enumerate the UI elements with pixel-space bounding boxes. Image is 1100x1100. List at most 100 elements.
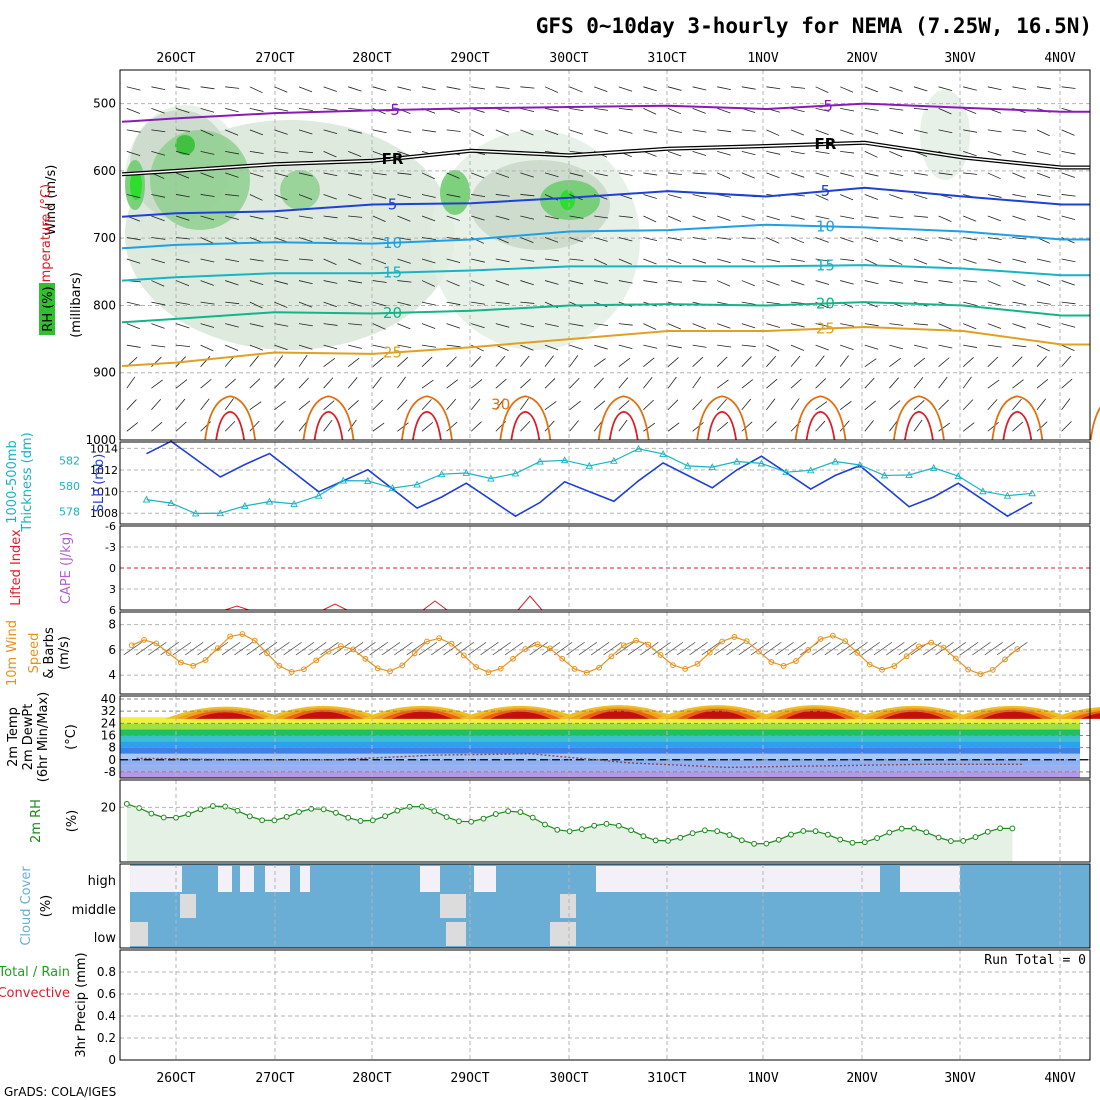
wind-barb — [815, 258, 830, 262]
wind-barb — [963, 301, 977, 306]
wind-barb — [569, 237, 584, 243]
wind-barb — [987, 86, 1002, 91]
wind-barb — [913, 258, 928, 265]
wind-barb — [323, 237, 338, 242]
wind-barb — [741, 151, 756, 156]
wind-barb — [520, 172, 534, 178]
wind-barb — [667, 399, 679, 411]
thickness-marker — [167, 499, 175, 507]
wind-barb — [913, 86, 928, 92]
wind-barb — [421, 422, 434, 432]
cloud-gap — [474, 866, 496, 892]
wind-barb — [421, 301, 436, 306]
temp-hump — [392, 711, 452, 719]
wind-barb — [372, 172, 387, 176]
wind-barb — [594, 323, 609, 327]
rh2m-marker — [788, 831, 794, 838]
wind-barb — [323, 172, 338, 177]
wind-speed-marker — [239, 631, 246, 637]
wind-barb — [889, 280, 904, 284]
wind-barb — [790, 129, 805, 136]
wind-barb — [643, 172, 658, 176]
rh2m-marker — [579, 826, 585, 833]
axis-label-line: 1000-500mb — [5, 440, 20, 524]
wind-barb — [274, 420, 284, 432]
wind-barb — [348, 194, 362, 200]
wind-barb — [249, 86, 263, 94]
wind-barb — [271, 641, 290, 656]
wind-barb — [1036, 172, 1051, 179]
wind-tick-label: 8 — [108, 618, 116, 632]
wind-barb — [864, 194, 879, 200]
wind-barb — [1036, 151, 1051, 155]
wind-barb — [717, 323, 731, 329]
wind-barb — [963, 323, 977, 330]
panel-precip: 0.8 0.6 0.4 0.2 0 Run Total = 0 3hr Precip (mm… — [0, 949, 1091, 1067]
wind-speed-marker — [670, 662, 676, 669]
cloud-layer-label: middle — [72, 903, 116, 918]
axis-label-pressure: (millibars) — [69, 272, 84, 338]
rh2m-marker — [628, 827, 634, 834]
wind-barb — [348, 237, 362, 242]
wind-barb — [741, 344, 756, 347]
wind-barb — [627, 641, 647, 656]
wind-speed-marker — [374, 665, 381, 672]
wind-speed-marker — [1002, 656, 1008, 663]
wind-barb — [594, 86, 608, 93]
wind-barb — [815, 378, 827, 389]
wind-barb — [766, 172, 780, 179]
wind-speed-marker — [645, 641, 652, 648]
isotherm-30-loop — [1089, 406, 1100, 441]
wind-barb — [618, 258, 632, 265]
pressure-tick-label: 600 — [93, 164, 116, 178]
wind-speed-marker — [879, 666, 885, 673]
wind-barb — [495, 378, 507, 389]
thickness-marker — [1003, 491, 1012, 499]
wind-barb — [618, 172, 633, 176]
wind-speed-marker — [731, 634, 738, 640]
wind-barb — [938, 172, 953, 176]
wind-barb — [274, 151, 289, 154]
temp-band — [120, 765, 1080, 772]
thickness-marker — [462, 469, 471, 476]
date-label-top: 4NOV — [1044, 51, 1075, 66]
rh2m-marker — [296, 809, 302, 815]
wind-barb — [397, 258, 411, 264]
wind-barb — [274, 258, 289, 262]
wind-barb — [225, 129, 239, 136]
rh2m-marker — [751, 840, 757, 847]
wind-barb — [815, 129, 829, 136]
wind-barb — [126, 86, 141, 91]
wind-barb — [471, 215, 485, 221]
rh2m-marker — [689, 830, 696, 837]
wind-barb — [692, 356, 704, 367]
wind-barb — [492, 641, 511, 656]
wind-barb — [618, 377, 629, 389]
wind-barb — [790, 344, 805, 351]
wind-barb — [495, 258, 510, 263]
wind-barb — [126, 258, 141, 264]
wind-barb — [347, 377, 358, 389]
rh2m-marker — [123, 800, 130, 807]
wind-barb — [298, 355, 308, 367]
axis-label-line: CAPE (J/kg) — [59, 532, 74, 604]
wind-barb — [372, 194, 387, 199]
temp-tick-label: 24 — [101, 716, 116, 730]
axis-label-line: & Barbs — [42, 627, 57, 679]
isotherm-35-loop — [412, 410, 442, 441]
wind-barb — [824, 641, 844, 656]
wind-barb — [1012, 194, 1027, 198]
wind-barb — [815, 107, 830, 112]
wind-barb — [323, 258, 337, 265]
wind-barb — [172, 641, 192, 656]
rh2m-marker — [271, 817, 278, 824]
thickness-marker — [388, 484, 397, 492]
li-tick-label: -6 — [105, 520, 116, 533]
wind-barb — [249, 280, 264, 285]
wind-barb — [553, 641, 573, 656]
wind-speed-marker — [940, 644, 947, 651]
date-label-top: 27OCT — [255, 51, 294, 66]
axis-label-line: 2m DewPt — [21, 704, 36, 771]
isotherm-label: -5 — [818, 97, 833, 115]
wind-barb — [1012, 398, 1022, 410]
